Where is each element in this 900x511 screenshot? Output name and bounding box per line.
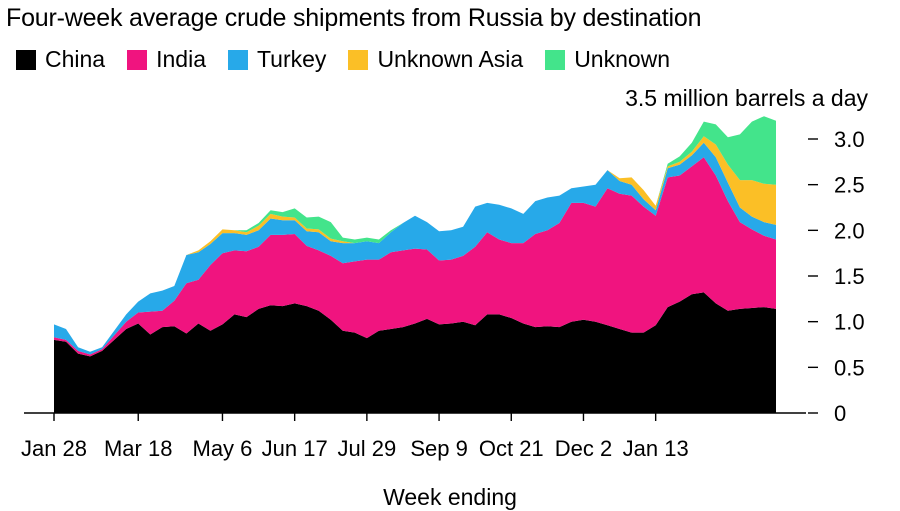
- chart-title: Four-week average crude shipments from R…: [6, 4, 702, 32]
- x-tick-label: Jul 29: [338, 436, 397, 461]
- x-axis-label: Week ending: [383, 484, 517, 510]
- y-axis-unit-label: 3.5 million barrels a day: [625, 85, 868, 111]
- x-tick-label: Sep 9: [410, 436, 468, 461]
- legend-label: India: [156, 46, 206, 72]
- x-tick-label: Jan 13: [623, 436, 689, 461]
- x-tick-label: Dec 2: [555, 436, 612, 461]
- series-area-china: [54, 292, 776, 413]
- legend-swatch: [348, 49, 369, 70]
- x-tick-label: Oct 21: [479, 436, 544, 461]
- y-tick-label: 0: [834, 401, 846, 426]
- legend-item-turkey: Turkey: [227, 46, 327, 73]
- legend-swatch: [16, 49, 36, 70]
- y-tick-label: 1.0: [834, 310, 865, 335]
- x-tick-label: Mar 18: [104, 436, 172, 461]
- y-tick-label: 2.0: [834, 218, 865, 243]
- legend-swatch: [545, 49, 566, 70]
- legend-item-unknown-asia: Unknown Asia: [348, 46, 523, 73]
- legend-swatch: [127, 49, 148, 70]
- legend-label: Turkey: [256, 46, 327, 72]
- legend-item-china: China: [16, 46, 105, 73]
- legend-label: Unknown Asia: [377, 46, 524, 72]
- legend-swatch: [227, 49, 248, 70]
- x-tick-label: Jun 17: [262, 436, 328, 461]
- y-tick-label: 3.0: [834, 127, 865, 152]
- y-tick-label: 1.5: [834, 264, 865, 289]
- legend-label: China: [45, 46, 106, 72]
- x-tick-label: Jan 28: [21, 436, 87, 461]
- legend: China India Turkey Unknown Asia Unknown: [16, 46, 692, 73]
- x-tick-label: May 6: [193, 436, 253, 461]
- series-area-turkey: [54, 142, 776, 355]
- y-tick-label: 2.5: [834, 173, 865, 198]
- legend-item-unknown: Unknown: [545, 46, 670, 73]
- legend-item-india: India: [127, 46, 206, 73]
- series-area-india: [54, 157, 776, 357]
- y-tick-label: 0.5: [834, 355, 865, 380]
- legend-label: Unknown: [574, 46, 671, 72]
